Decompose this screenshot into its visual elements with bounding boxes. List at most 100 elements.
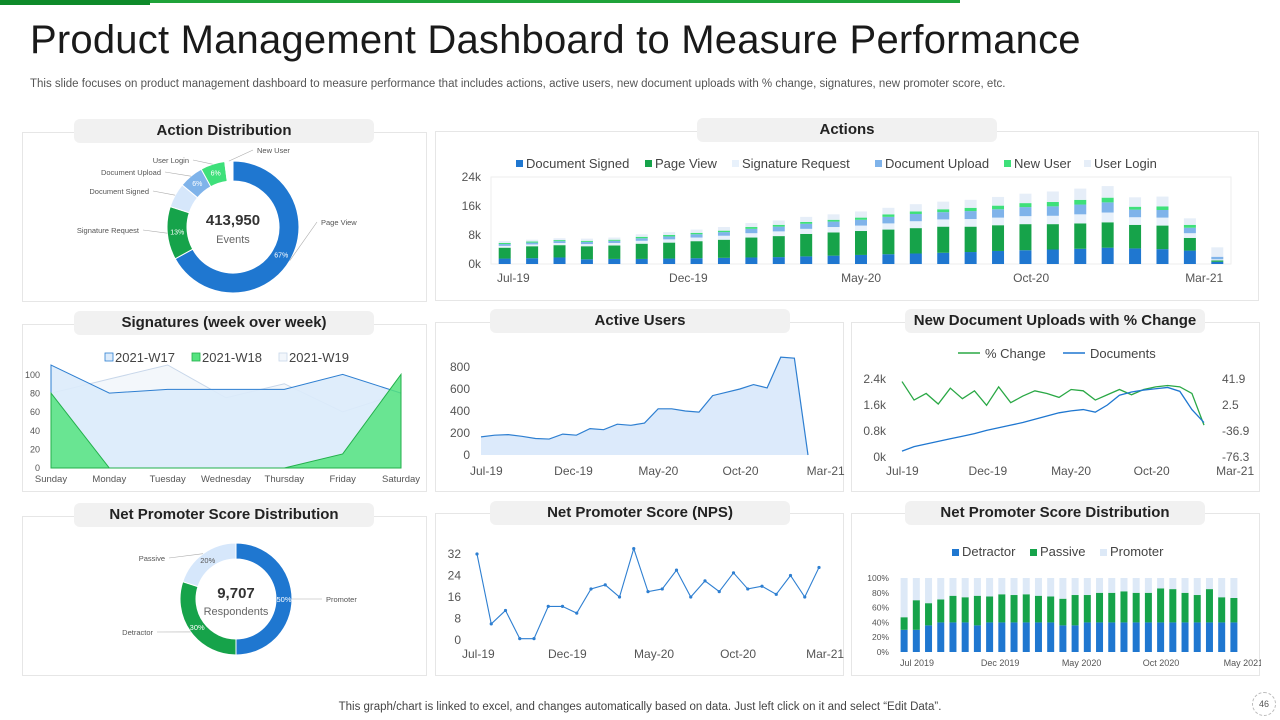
action-distribution-chart[interactable]: 67% Page View 13% Signature Request Document… — [23, 133, 428, 303]
slice-category-label: Document Upload — [101, 168, 161, 177]
action-distribution-title: Action Distribution — [74, 119, 374, 143]
x-tick-label: May-20 — [841, 271, 881, 285]
y-tick-label: 16 — [448, 590, 462, 604]
y-tick-label: 100% — [867, 573, 889, 583]
bar-page-view — [937, 226, 950, 253]
panel-actions: Document Signed Page View Signature Reques… — [435, 131, 1259, 301]
bar-user-login — [745, 223, 758, 228]
new-document-uploads-chart[interactable]: % Change Documents 2.4k 1.6k 0.8k 0k 41.9 2.5 -3… — [852, 323, 1261, 493]
bar-document-signed — [909, 253, 922, 264]
bar-new-user — [553, 240, 566, 242]
bar-new-user — [909, 211, 922, 214]
x-tick-label: Jul 2019 — [900, 658, 934, 668]
bar-passive — [900, 617, 908, 630]
bar-document-upload — [827, 221, 840, 228]
bar-signature-request — [1129, 217, 1142, 225]
x-tick-label: May-20 — [638, 464, 678, 478]
bar-signature-request — [745, 233, 758, 238]
y-tick-label: 600 — [450, 382, 470, 396]
slice-category-label: Passive — [139, 554, 165, 563]
bar-document-signed — [964, 252, 977, 264]
point-nps — [703, 579, 707, 583]
bar-user-login — [800, 216, 813, 222]
bar-document-upload — [855, 219, 867, 226]
x-tick-label: Mar-21 — [1216, 464, 1254, 478]
bar-passive — [1047, 596, 1055, 623]
bar-new-user — [772, 224, 785, 227]
bar-page-view — [964, 226, 977, 253]
bar-new-user — [580, 240, 593, 242]
bar-page-view — [745, 237, 758, 258]
center-value: 413,950 — [206, 212, 260, 229]
legend-swatch-signature-request — [732, 160, 739, 167]
slice-category-label: Page View — [321, 218, 357, 227]
bar-detractor — [1034, 622, 1042, 652]
bar-new-user — [717, 230, 730, 233]
bar-document-upload — [800, 223, 813, 229]
bar-signature-request — [663, 239, 676, 243]
bar-promoter — [973, 578, 981, 596]
x-tick-label: Jul-19 — [497, 271, 530, 285]
signatures-chart[interactable]: 2021-W17 2021-W18 2021-W19 100 80 60 40 20 0Sund… — [23, 325, 428, 493]
actions-title: Actions — [697, 118, 997, 142]
bar-page-view — [882, 229, 895, 255]
y-tick-label: 0k — [468, 257, 482, 271]
top-accent-bar-dark — [0, 0, 150, 5]
line-percent-change — [901, 381, 1205, 426]
bar-document-signed — [580, 259, 593, 264]
x-tick-label: Friday — [329, 474, 356, 485]
bar-passive — [1169, 589, 1177, 623]
y-tick-left-label: 0k — [873, 450, 887, 464]
point-nps — [475, 552, 479, 556]
bar-user-login — [1156, 196, 1169, 207]
legend-label-document-upload: Document Upload — [885, 156, 989, 171]
legend-label-page-view: Page View — [655, 156, 718, 171]
x-tick-label: Mar-21 — [806, 647, 844, 661]
bar-promoter — [925, 578, 933, 604]
panel-nps-distribution-donut: 50% Promoter 30% Detractor 20% Passive 9,707 Re… — [22, 516, 427, 676]
panel-new-document-uploads: % Change Documents 2.4k 1.6k 0.8k 0k 41.9 2.5 -3… — [851, 322, 1260, 492]
point-nps — [518, 637, 522, 641]
legend-swatch-new-user — [1004, 160, 1011, 167]
y-tick-label: 0 — [454, 633, 461, 647]
bar-document-upload — [498, 244, 511, 246]
bar-user-login — [909, 204, 922, 212]
actions-chart[interactable]: Document Signed Page View Signature Reques… — [436, 132, 1260, 302]
slice-value-label: 30% — [190, 623, 205, 632]
point-nps — [774, 592, 778, 596]
y-tick-label: 80% — [872, 588, 889, 598]
bar-detractor — [998, 622, 1006, 652]
leader-line — [142, 229, 168, 234]
bar-promoter — [1120, 578, 1128, 592]
y-tick-right-label: -76.3 — [1222, 450, 1250, 464]
y-tick-right-label: -36.9 — [1222, 424, 1250, 438]
nps-title: Net Promoter Score (NPS) — [490, 501, 790, 525]
bar-document-signed — [827, 255, 840, 264]
leader-line — [164, 171, 191, 177]
bar-document-signed — [1074, 248, 1087, 264]
bar-promoter — [1205, 578, 1213, 590]
point-nps — [503, 608, 508, 613]
nps-distribution-donut-chart[interactable]: 50% Promoter 30% Detractor 20% Passive 9,707 Re… — [23, 517, 428, 677]
bar-promoter — [1193, 578, 1201, 596]
bar-new-user — [1019, 203, 1032, 208]
bar-document-upload — [882, 216, 895, 224]
bar-promoter — [1059, 578, 1067, 599]
nps-distribution-bars-chart[interactable]: Detractor Passive Promoter 100% 80% 60% 40% 20%… — [852, 514, 1261, 677]
bar-page-view — [635, 243, 648, 259]
x-tick-label: Monday — [92, 474, 126, 485]
legend-swatch-page-view — [645, 160, 652, 167]
bar-user-login — [526, 239, 539, 242]
bar-document-upload — [937, 212, 950, 220]
bar-promoter — [998, 578, 1006, 595]
slice-value-label: 6% — [211, 171, 221, 178]
bar-detractor — [1193, 622, 1201, 652]
page-number: 46 — [1252, 692, 1276, 716]
bar-user-login — [690, 229, 703, 233]
point-nps — [646, 590, 650, 594]
bar-page-view — [1211, 260, 1224, 262]
bar-user-login — [1074, 188, 1087, 200]
bar-user-login — [1101, 186, 1114, 198]
